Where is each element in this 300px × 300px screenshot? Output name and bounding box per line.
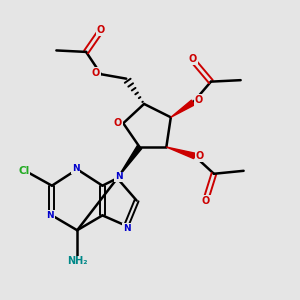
Polygon shape (117, 146, 142, 178)
Text: O: O (202, 196, 210, 206)
Text: N: N (72, 164, 80, 173)
Text: O: O (194, 95, 202, 105)
Text: O: O (92, 68, 100, 78)
Text: O: O (114, 118, 122, 128)
Polygon shape (166, 147, 195, 159)
Text: N: N (115, 172, 123, 181)
Text: N: N (123, 224, 130, 233)
Text: O: O (97, 25, 105, 35)
Text: O: O (189, 54, 197, 64)
Text: O: O (196, 151, 204, 161)
Text: Cl: Cl (18, 166, 29, 176)
Text: N: N (46, 211, 54, 220)
Text: NH₂: NH₂ (67, 256, 87, 266)
Polygon shape (171, 100, 195, 117)
